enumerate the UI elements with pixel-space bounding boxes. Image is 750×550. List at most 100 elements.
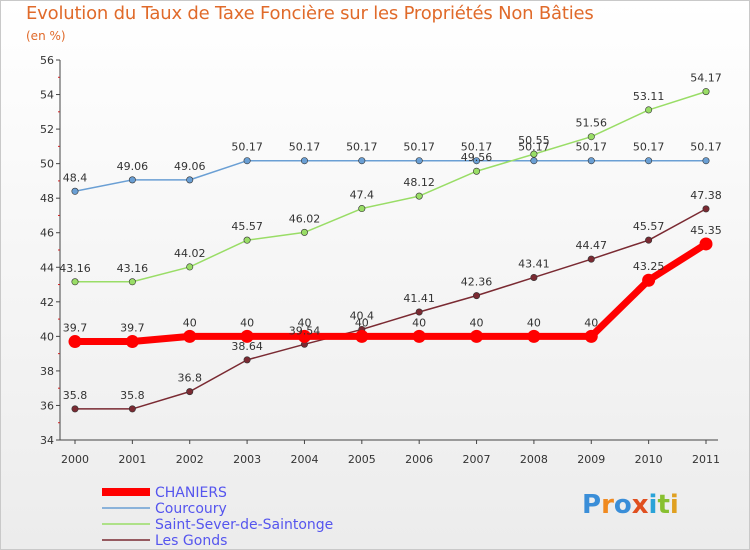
data-label: 40.4 xyxy=(350,309,375,322)
data-label: 53.11 xyxy=(633,90,665,103)
data-point xyxy=(68,335,82,349)
data-point xyxy=(297,329,311,343)
x-tick-label: 2004 xyxy=(290,453,318,466)
data-label: 35.8 xyxy=(63,389,88,402)
data-label: 43.41 xyxy=(518,257,550,270)
data-label: 41.41 xyxy=(403,292,435,305)
data-point xyxy=(186,263,194,271)
data-point xyxy=(645,157,653,165)
data-point xyxy=(645,106,653,114)
data-point xyxy=(243,157,251,165)
data-label: 50.17 xyxy=(403,141,435,154)
y-tick-label: 50 xyxy=(40,158,54,171)
data-point xyxy=(473,167,481,175)
series-line-2 xyxy=(74,90,707,283)
data-label: 44.47 xyxy=(576,239,608,252)
y-tick-label: 36 xyxy=(40,399,54,412)
data-point xyxy=(71,187,79,195)
data-point xyxy=(125,335,139,349)
data-label: 40 xyxy=(355,316,369,329)
data-point xyxy=(71,278,79,286)
legend: CHANIERSCourcourySaint-Sever-de-Saintong… xyxy=(102,485,333,549)
data-label: 40 xyxy=(527,316,541,329)
data-point xyxy=(128,176,136,184)
data-label: 49.06 xyxy=(174,160,206,173)
y-tick-label: 54 xyxy=(40,89,54,102)
data-point xyxy=(473,157,481,165)
data-label: 50.17 xyxy=(690,141,722,154)
axes: 34 36 38 40 42 44 46 48 50 52 54 56 2000 2001 2002 2003… xyxy=(40,54,720,466)
data-point xyxy=(415,308,423,316)
data-point xyxy=(584,329,598,343)
y-tick-label: 40 xyxy=(40,330,54,343)
data-point xyxy=(645,236,653,244)
data-label: 54.17 xyxy=(690,72,722,85)
y-tick-label: 56 xyxy=(40,54,54,67)
data-point xyxy=(415,192,423,200)
data-label: 50.17 xyxy=(231,141,263,154)
logo-letter: i xyxy=(648,490,658,520)
x-tick-label: 2000 xyxy=(61,453,89,466)
x-tick-label: 2008 xyxy=(520,453,548,466)
data-label: 50.17 xyxy=(289,141,321,154)
data-label: 45.57 xyxy=(231,220,263,233)
data-label: 39.7 xyxy=(63,322,88,335)
data-label: 36.8 xyxy=(177,372,202,385)
data-point xyxy=(243,356,251,364)
x-tick-label: 2011 xyxy=(692,453,720,466)
data-label: 42.36 xyxy=(461,276,493,289)
logo-letter: r xyxy=(601,490,614,520)
x-tick-label: 2002 xyxy=(176,453,204,466)
logo-letter: o xyxy=(613,490,632,520)
logo-letter: t xyxy=(657,490,670,520)
data-point xyxy=(642,273,656,287)
y-tick-label: 52 xyxy=(40,123,54,136)
y-tick-label: 46 xyxy=(40,227,54,240)
x-tick-label: 2001 xyxy=(118,453,146,466)
y-tick-label: 38 xyxy=(40,365,54,378)
data-point xyxy=(530,273,538,281)
data-label: 46.02 xyxy=(289,212,321,225)
logo-letter: i xyxy=(669,490,679,520)
data-point xyxy=(530,150,538,158)
chart-title: Evolution du Taux de Taxe Foncière sur l… xyxy=(26,3,594,24)
legend-label: Saint-Sever-de-Saintonge xyxy=(155,517,333,533)
data-point xyxy=(587,133,595,141)
data-label: 38.64 xyxy=(231,340,263,353)
data-label: 40 xyxy=(297,316,311,329)
x-tick-label: 2006 xyxy=(405,453,433,466)
legend-label: Courcoury xyxy=(155,501,227,517)
data-label: 50.17 xyxy=(346,141,378,154)
y-tick-label: 44 xyxy=(40,261,54,274)
data-label: 43.25 xyxy=(633,260,665,273)
logo-letter: P xyxy=(582,490,602,520)
data-label: 50.17 xyxy=(461,141,493,154)
data-label: 51.56 xyxy=(576,117,608,130)
proxiti-logo: Proxiti xyxy=(582,490,679,520)
data-label: 48.12 xyxy=(403,176,435,189)
data-label: 50.55 xyxy=(518,134,550,147)
data-point xyxy=(300,228,308,236)
y-tick-label: 34 xyxy=(40,434,54,447)
data-point xyxy=(358,157,366,165)
data-label: 45.57 xyxy=(633,220,665,233)
data-point xyxy=(300,157,308,165)
data-point xyxy=(702,88,710,96)
data-label: 48.4 xyxy=(63,171,88,184)
data-point xyxy=(71,405,79,413)
data-label: 47.4 xyxy=(350,189,375,202)
data-point xyxy=(415,157,423,165)
data-point xyxy=(702,157,710,165)
unit-label: (en %) xyxy=(26,29,66,43)
logo-letter: x xyxy=(631,490,649,520)
data-point xyxy=(355,329,369,343)
data-point xyxy=(186,388,194,396)
data-point xyxy=(183,329,197,343)
data-label: 45.35 xyxy=(690,224,722,237)
series-line-1 xyxy=(74,159,707,193)
data-label: 40 xyxy=(183,316,197,329)
series-line-3 xyxy=(74,208,707,410)
